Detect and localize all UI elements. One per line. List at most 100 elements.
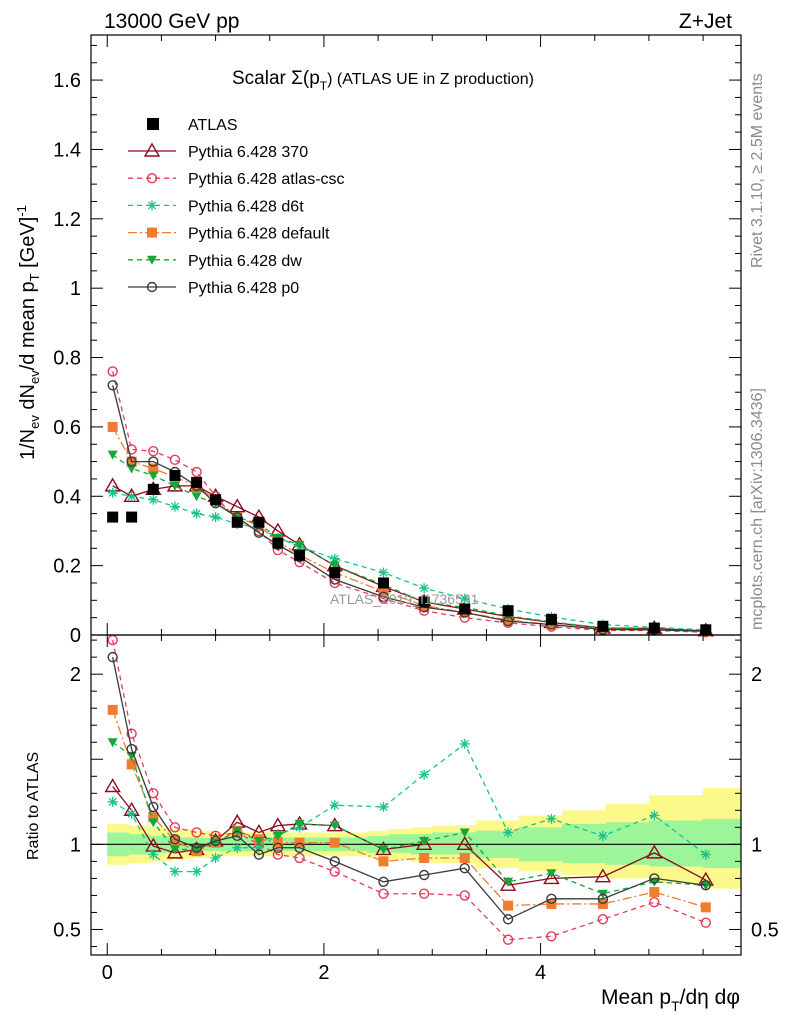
series-point: [107, 487, 118, 498]
ratio-point: [378, 856, 389, 867]
ratio-point: [597, 914, 609, 925]
ratio-point: [418, 869, 430, 881]
ratio-point: [419, 836, 430, 846]
ratio-point: [700, 881, 711, 891]
series-line: [112, 485, 706, 632]
data-point: [231, 516, 243, 528]
ratio-point: [459, 828, 470, 838]
ratio-point: [126, 743, 137, 755]
series-point: [169, 501, 180, 512]
ratio-point: [503, 900, 514, 911]
y-axis-label: 1/Nev dNev/d mean pT [GeV]-1: [14, 205, 42, 460]
header-right: Z+Jet: [679, 10, 732, 33]
band-inner: [605, 822, 650, 865]
ratio-point: [148, 818, 159, 828]
data-point: [272, 537, 284, 549]
series-point: [126, 456, 137, 467]
ratio-tick-label: 0.5: [53, 919, 81, 941]
data-point: [253, 516, 265, 528]
ratio-point: [418, 888, 430, 899]
series-point: [126, 444, 137, 455]
ratio-point: [210, 835, 221, 847]
band-inner: [388, 834, 412, 853]
ratio-point: [459, 862, 470, 874]
ratio-point: [148, 812, 159, 823]
legend-label: Pythia 6.428 dw: [188, 253, 302, 270]
legend-label: Pythia 6.428 default: [188, 226, 330, 243]
ratio-line: [112, 656, 706, 921]
chart-title-main: Scalar Σ(p: [232, 68, 320, 89]
ratio-point: [459, 890, 470, 901]
data-point: [648, 622, 660, 634]
ratio-point: [378, 876, 389, 888]
ratio-point: [459, 852, 470, 863]
chart-title: Scalar Σ(pT) (ATLAS UE in Z production): [232, 68, 534, 93]
ratio-point: [649, 887, 660, 898]
ratio-point: [329, 866, 340, 877]
ratio-point: [272, 831, 283, 841]
series-point: [210, 512, 221, 523]
ratio-line: [112, 639, 707, 941]
y-tick-label: 1.4: [53, 139, 81, 161]
ratio-point: [107, 738, 118, 748]
ratio-panel: 0 2 4 0.5 0.5 1 1 2 2 Ratio to ATLAS Mean pT/dη …: [25, 634, 779, 1014]
ratio-point: [419, 769, 430, 780]
ratio-point: [503, 827, 514, 838]
ratio-point: [191, 827, 202, 838]
data-point: [700, 624, 712, 636]
y-tick-label: 0.8: [53, 348, 81, 370]
series-point: [502, 615, 514, 627]
y-tick-label: 0.6: [53, 417, 81, 439]
chart-title-rest: ) (ATLAS UE in Z production): [327, 71, 534, 88]
data-point: [418, 596, 430, 608]
ratio-point: [700, 902, 711, 913]
main-axes: 0 0.2 0.4 0.6 0.8 1 1.2 1.4 1.6: [53, 35, 741, 647]
ratio-point: [597, 893, 609, 905]
series-point: [148, 494, 159, 505]
legend-label: ATLAS: [188, 117, 238, 134]
series-point: [191, 466, 202, 478]
legend-label: Pythia 6.428 p0: [188, 280, 299, 297]
data-point: [107, 511, 119, 523]
ratio-point: [329, 856, 340, 867]
data-point: [210, 494, 222, 506]
rivet-label: Rivet 3.1.10, ≥ 2.5M events: [749, 73, 766, 268]
ratio-point: [502, 934, 514, 945]
ratio-point: [594, 868, 612, 883]
ratio-point: [232, 830, 243, 842]
ratio-axes: 0 2 4 0.5 0.5 1 1 2 2: [53, 635, 779, 984]
mcplots-label: mcplots.cern.ch [arXiv:1306.3436]: [749, 388, 766, 630]
series-point: [459, 593, 470, 604]
ratio-point: [378, 888, 389, 899]
ratio-tick-label: 2: [751, 664, 762, 686]
ratio-point: [294, 819, 305, 829]
ratio-point: [415, 835, 433, 851]
ratio-point: [503, 877, 514, 887]
ratio-point: [329, 837, 340, 848]
x-axis-label: Mean pT/dη dφ: [601, 986, 740, 1014]
y-tick-label: 0: [70, 625, 81, 647]
y-tick-label: 0.4: [53, 486, 81, 508]
data-point: [191, 476, 203, 488]
series-point: [329, 561, 340, 571]
ratio-point: [546, 869, 557, 879]
series-point: [329, 553, 340, 564]
ratio-point: [253, 842, 264, 853]
series-point: [148, 456, 159, 467]
x-tick-label: 4: [535, 962, 546, 984]
ratio-point: [499, 876, 517, 891]
series-line: [112, 492, 706, 631]
ratio-point: [543, 870, 560, 885]
data-point: [329, 567, 341, 579]
y-tick-label: 0.2: [53, 556, 81, 578]
ratio-point: [294, 842, 305, 853]
x-tick-label: 2: [318, 962, 329, 984]
legend-label: Pythia 6.428 370: [188, 144, 308, 161]
data-point: [545, 613, 557, 625]
legend-marker: [147, 118, 159, 130]
series-point: [107, 366, 118, 377]
series-point: [107, 421, 118, 432]
ratio-point: [169, 866, 180, 877]
series-point: [378, 567, 389, 578]
